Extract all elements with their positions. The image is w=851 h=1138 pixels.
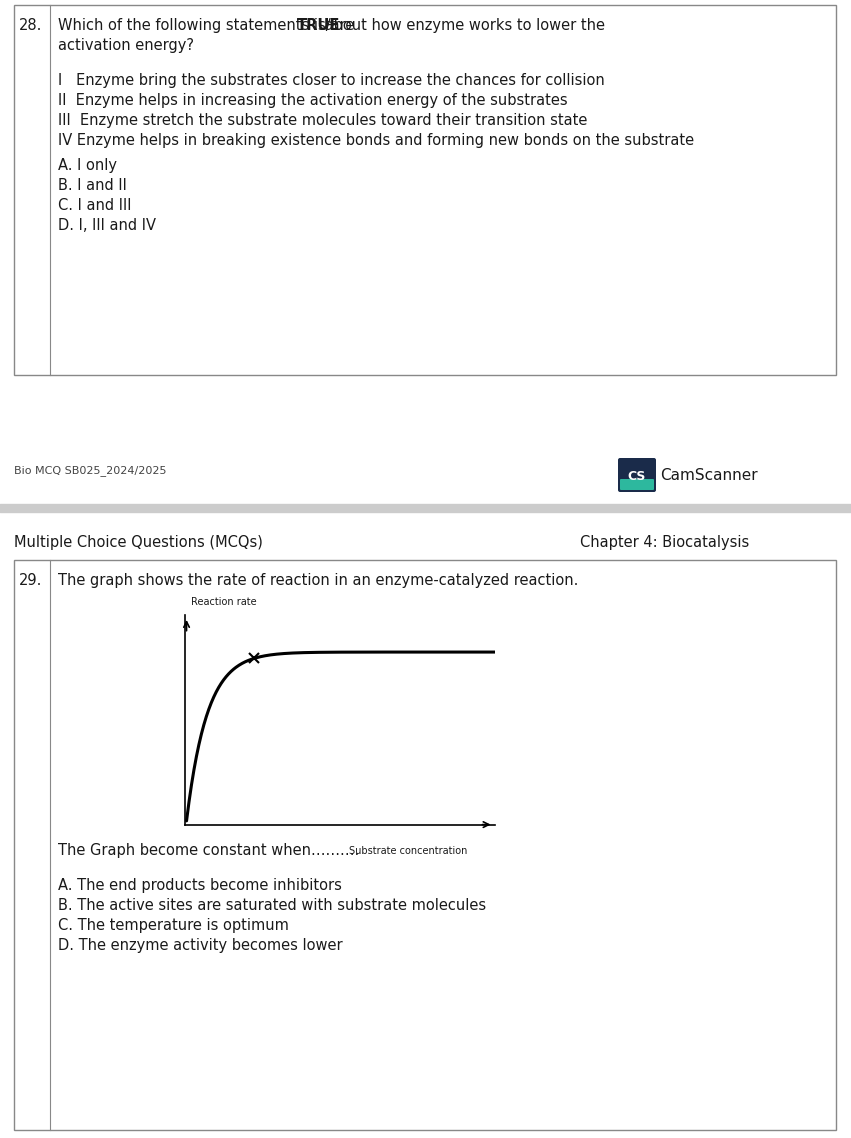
Text: Reaction rate: Reaction rate — [191, 596, 257, 607]
Text: III  Enzyme stretch the substrate molecules toward their transition state: III Enzyme stretch the substrate molecul… — [58, 113, 587, 127]
Text: TRUE: TRUE — [297, 18, 340, 33]
Text: B. The active sites are saturated with substrate molecules: B. The active sites are saturated with s… — [58, 898, 486, 913]
Text: CamScanner: CamScanner — [660, 468, 757, 483]
FancyBboxPatch shape — [618, 457, 656, 492]
Bar — [14, 560, 836, 1130]
Text: The graph shows the rate of reaction in an enzyme-catalyzed reaction.: The graph shows the rate of reaction in … — [58, 574, 579, 588]
FancyBboxPatch shape — [620, 479, 654, 490]
Text: CS: CS — [628, 470, 646, 483]
Text: about how enzyme works to lower the: about how enzyme works to lower the — [320, 18, 605, 33]
Text: C. The temperature is optimum: C. The temperature is optimum — [58, 918, 288, 933]
Text: IV Enzyme helps in breaking existence bonds and forming new bonds on the substra: IV Enzyme helps in breaking existence bo… — [58, 133, 694, 148]
Text: Bio MCQ SB025_2024/2025: Bio MCQ SB025_2024/2025 — [14, 465, 167, 476]
Text: D. I, III and IV: D. I, III and IV — [58, 218, 156, 233]
Text: 29.: 29. — [19, 574, 43, 588]
Text: Chapter 4: Biocatalysis: Chapter 4: Biocatalysis — [580, 535, 749, 550]
Text: I   Enzyme bring the substrates closer to increase the chances for collision: I Enzyme bring the substrates closer to … — [58, 73, 605, 88]
Text: C. I and III: C. I and III — [58, 198, 132, 213]
Text: Substrate concentration: Substrate concentration — [349, 846, 467, 856]
Bar — [14, 5, 836, 376]
Text: A. I only: A. I only — [58, 158, 117, 173]
Text: II  Enzyme helps in increasing the activation energy of the substrates: II Enzyme helps in increasing the activa… — [58, 93, 568, 108]
Text: Which of the following statements is/are: Which of the following statements is/are — [58, 18, 359, 33]
Text: Multiple Choice Questions (MCQs): Multiple Choice Questions (MCQs) — [14, 535, 263, 550]
Text: The Graph become constant when……….: The Graph become constant when………. — [58, 843, 359, 858]
Text: B. I and II: B. I and II — [58, 178, 127, 193]
Text: D. The enzyme activity becomes lower: D. The enzyme activity becomes lower — [58, 938, 343, 953]
Text: A. The end products become inhibitors: A. The end products become inhibitors — [58, 879, 342, 893]
Text: activation energy?: activation energy? — [58, 38, 194, 53]
Text: 28.: 28. — [19, 18, 43, 33]
